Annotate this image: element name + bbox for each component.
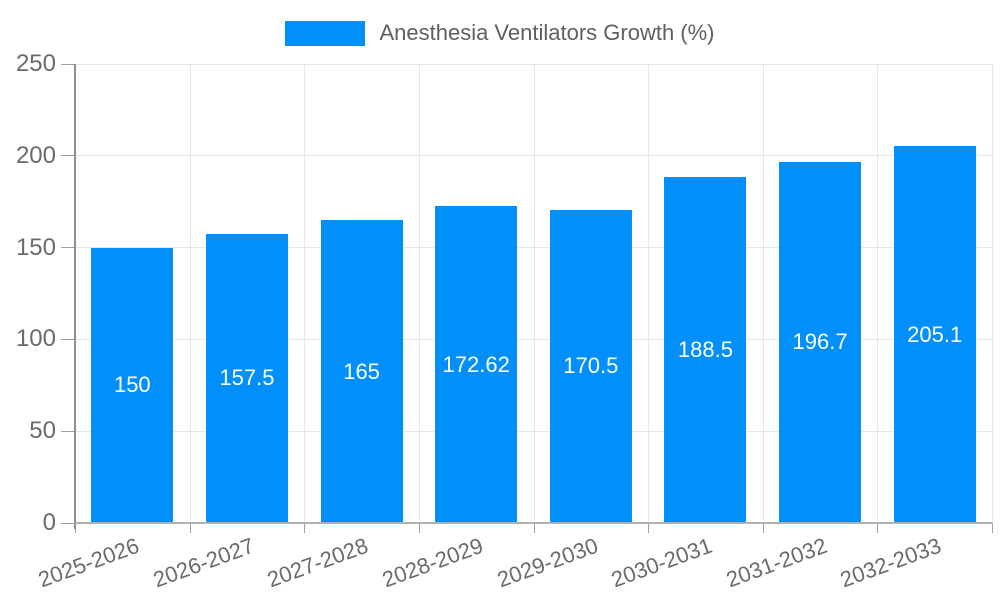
y-axis-tick (61, 155, 75, 157)
x-axis-tick (304, 523, 306, 533)
bar-value-label: 172.62 (442, 351, 510, 377)
bar-value-label: 205.1 (907, 321, 963, 347)
y-axis-label: 50 (29, 417, 56, 445)
bar-value-label: 165 (343, 358, 380, 384)
y-gridline (75, 247, 992, 249)
x-axis-tick (762, 523, 764, 533)
bar-value-label: 170.5 (563, 353, 619, 379)
y-axis-label: 200 (15, 141, 56, 169)
x-axis-label: 2025-2026 (34, 532, 143, 593)
legend-item[interactable]: Anesthesia Ventilators Growth (%) (0, 20, 1000, 46)
x-axis-tick (533, 523, 535, 533)
legend-marker (285, 20, 366, 46)
y-axis-tick (61, 247, 75, 249)
legend-label: Anesthesia Ventilators Growth (%) (379, 20, 715, 45)
x-axis-tick (648, 523, 650, 533)
x-gridline (877, 64, 879, 523)
x-axis-label: 2028-2029 (378, 532, 487, 593)
x-axis-tick (992, 523, 993, 533)
y-axis-label: 150 (15, 233, 56, 261)
bar-value-label: 188.5 (677, 336, 733, 362)
y-gridline (75, 155, 992, 157)
bar[interactable]: 157.5 (205, 233, 288, 523)
bar-value-label: 150 (113, 372, 151, 398)
y-gridline (75, 63, 992, 65)
y-axis-tick (61, 430, 75, 432)
x-gridline (533, 64, 535, 523)
x-axis-label: 2031-2032 (722, 532, 831, 593)
y-gridline (75, 430, 992, 432)
x-axis-label: 2032-2033 (837, 532, 945, 593)
y-axis-label: 100 (15, 325, 56, 353)
bar[interactable]: 172.62 (435, 206, 518, 523)
x-gridline (648, 64, 650, 523)
x-gridline (189, 64, 191, 523)
x-axis-label: 2030-2031 (608, 532, 716, 593)
x-axis-label: 2029-2030 (493, 532, 601, 593)
y-axis-tick (61, 63, 75, 65)
x-axis-tick (189, 523, 191, 533)
bar[interactable]: 188.5 (664, 176, 747, 523)
x-gridline (992, 64, 993, 523)
bar[interactable]: 165 (320, 220, 403, 523)
bar[interactable]: 205.1 (893, 146, 976, 523)
bar-value-label: 157.5 (219, 365, 275, 391)
x-axis-tick (877, 523, 879, 533)
bar[interactable]: 196.7 (779, 161, 862, 523)
y-axis-tick (61, 522, 75, 524)
y-gridline (75, 338, 992, 340)
y-axis-line (74, 64, 76, 529)
bar-value-label: 196.7 (792, 329, 848, 355)
x-axis-tick (418, 523, 420, 533)
y-axis-tick (61, 338, 75, 340)
bar[interactable]: 150 (91, 247, 174, 523)
x-gridline (418, 64, 420, 523)
x-axis-line (75, 522, 992, 524)
x-gridline (304, 64, 306, 523)
x-axis-label: 2026-2027 (149, 532, 258, 593)
bar[interactable]: 170.5 (549, 209, 632, 523)
x-gridline (762, 64, 764, 523)
y-axis-label: 0 (42, 509, 56, 536)
x-axis-label: 2027-2028 (264, 532, 372, 593)
y-axis-label: 250 (15, 50, 56, 77)
